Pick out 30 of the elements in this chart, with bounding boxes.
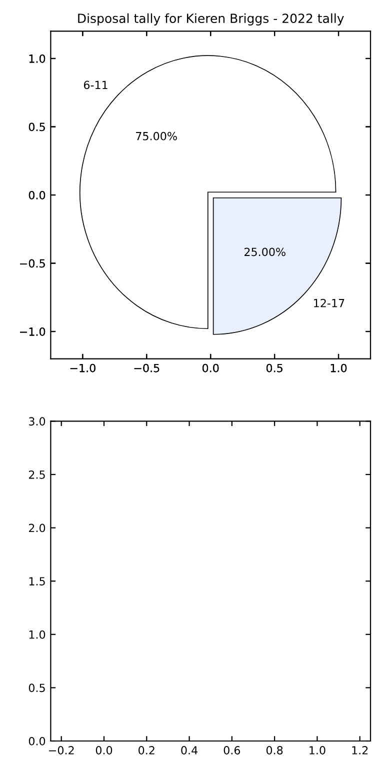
x-tick-label: 0.0 bbox=[202, 364, 219, 372]
y-tick-label: 1.5 bbox=[29, 577, 45, 586]
x-tick-label: −1.0 bbox=[70, 364, 96, 372]
x-tick-label: 0.5 bbox=[266, 364, 282, 372]
y-tick-label: −0.5 bbox=[20, 259, 45, 268]
y-tick-label: 0.5 bbox=[28, 122, 45, 132]
data-label: 25.00% bbox=[244, 248, 286, 256]
y-tick-label: 3.0 bbox=[29, 417, 46, 426]
chart-title: Disposal tally for Kieren Briggs - 2022 tally bbox=[78, 13, 344, 26]
slice-label: 12-17 bbox=[314, 298, 344, 308]
x-tick-label: 0.6 bbox=[224, 746, 240, 754]
x-tick-label: −0.2 bbox=[49, 746, 74, 754]
x-tick-label: 0.0 bbox=[96, 746, 112, 754]
y-tick-label: 2.0 bbox=[28, 524, 46, 532]
x-tick-label: 1.2 bbox=[352, 746, 368, 754]
x-tick-label: −0.5 bbox=[134, 364, 160, 372]
y-tick-label: −1.0 bbox=[20, 327, 46, 336]
y-tick-label: 1.0 bbox=[29, 630, 46, 639]
x-tick-label: 1.0 bbox=[310, 746, 326, 754]
y-tick-label: 2.5 bbox=[28, 470, 45, 479]
x-tick-label: 0.4 bbox=[181, 746, 198, 754]
y-tick-label: 0.5 bbox=[28, 684, 45, 692]
y-tick-label: 0.0 bbox=[28, 736, 46, 746]
slice-label: 6-11 bbox=[84, 80, 108, 90]
x-tick-label: 1.0 bbox=[330, 364, 347, 372]
data-label: 75.00% bbox=[136, 132, 177, 140]
y-tick-label: 1.0 bbox=[29, 54, 46, 63]
x-tick-label: 0.2 bbox=[138, 746, 154, 754]
y-tick-label: 0.0 bbox=[28, 190, 46, 200]
x-tick-label: 0.8 bbox=[266, 746, 283, 754]
